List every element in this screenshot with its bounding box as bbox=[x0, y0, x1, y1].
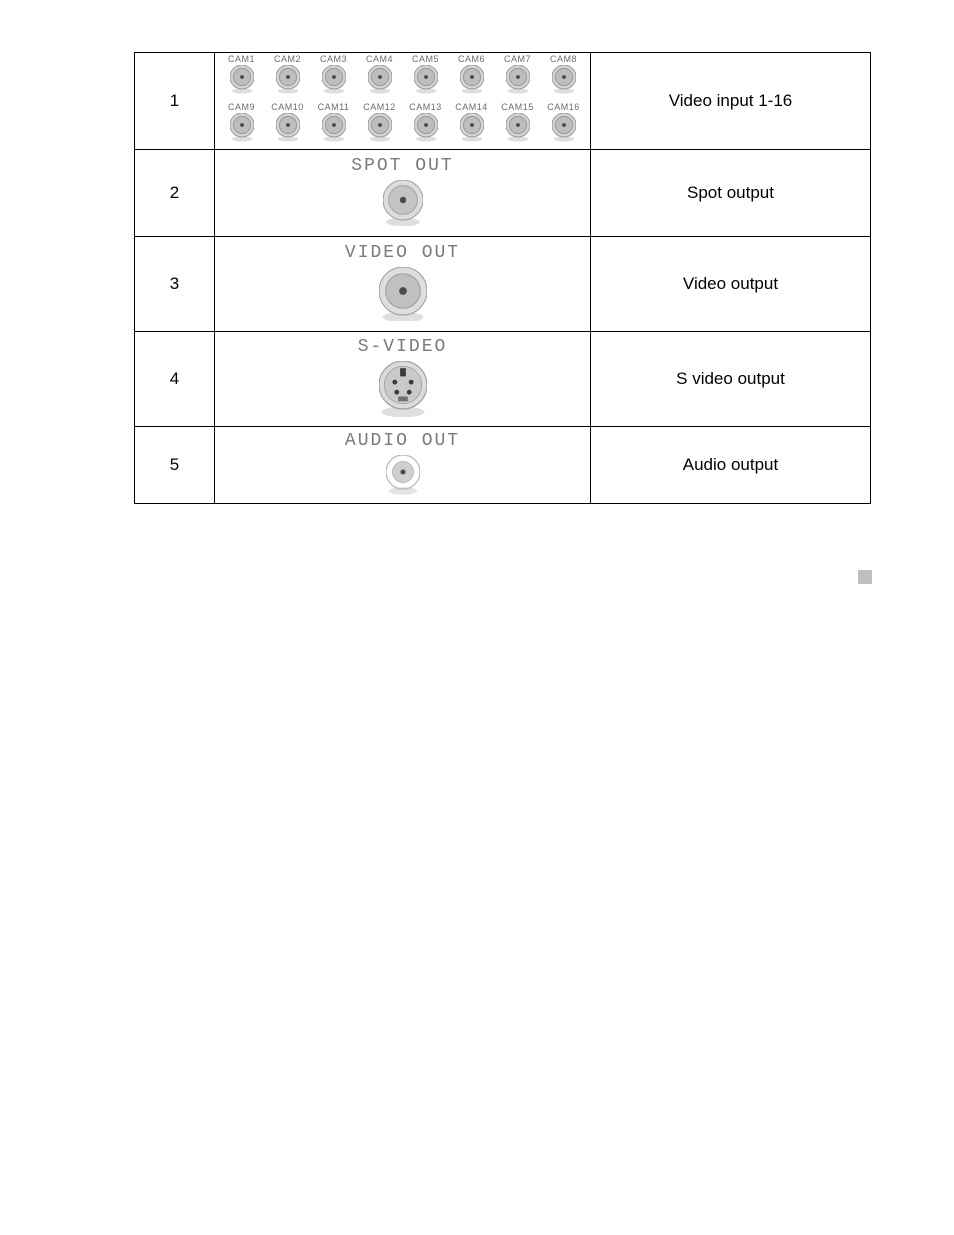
cam-label: CAM9 bbox=[228, 102, 255, 112]
connector-table: 1 CAM1 CAM2 CAM3 CAM4 CAM5 CAM6 CAM7 bbox=[134, 52, 871, 504]
bnc-grid-row: CAM9 CAM10 CAM11 CAM12 CAM13 CAM14 CAM15… bbox=[227, 102, 579, 148]
row-number: 2 bbox=[135, 150, 215, 237]
graphic-title: VIDEO OUT bbox=[345, 243, 460, 263]
cam-label: CAM15 bbox=[501, 102, 534, 112]
bnc-grid-cell: CAM6 bbox=[457, 54, 487, 100]
bnc-connector-icon bbox=[276, 65, 300, 100]
row-graphic: AUDIO OUT bbox=[215, 427, 591, 504]
bnc-grid-cell: CAM9 bbox=[227, 102, 257, 148]
row-number: 5 bbox=[135, 427, 215, 504]
bnc-grid: CAM1 CAM2 CAM3 CAM4 CAM5 CAM6 CAM7 CAM8 bbox=[215, 54, 590, 148]
s-video-connector-icon bbox=[379, 361, 427, 422]
bnc-connector-icon bbox=[322, 65, 346, 100]
bnc-grid-cell: CAM4 bbox=[365, 54, 395, 100]
rca-connector-icon bbox=[386, 455, 420, 500]
table-row: 2 SPOT OUT Spot output bbox=[135, 150, 871, 237]
bnc-grid-cell: CAM16 bbox=[549, 102, 579, 148]
bnc-connector-icon bbox=[460, 65, 484, 100]
row-number: 1 bbox=[135, 53, 215, 150]
decorative-square bbox=[858, 570, 872, 584]
bnc-grid-row: CAM1 CAM2 CAM3 CAM4 CAM5 CAM6 CAM7 CAM8 bbox=[227, 54, 579, 100]
row-description-text: Video input 1-16 bbox=[669, 91, 793, 110]
bnc-connector-icon bbox=[552, 65, 576, 100]
bnc-grid-cell: CAM5 bbox=[411, 54, 441, 100]
single-connector: AUDIO OUT bbox=[215, 431, 590, 500]
table-row: 4 S-VIDEO S video output bbox=[135, 332, 871, 427]
bnc-grid-cell: CAM12 bbox=[365, 102, 395, 148]
cam-label: CAM13 bbox=[409, 102, 442, 112]
table-row: 1 CAM1 CAM2 CAM3 CAM4 CAM5 CAM6 CAM7 bbox=[135, 53, 871, 150]
cam-label: CAM10 bbox=[271, 102, 304, 112]
bnc-connector-icon bbox=[379, 267, 427, 326]
row-description: Audio output bbox=[591, 427, 871, 504]
row-number: 4 bbox=[135, 332, 215, 427]
bnc-connector-icon bbox=[276, 113, 300, 148]
page: 1 CAM1 CAM2 CAM3 CAM4 CAM5 CAM6 CAM7 bbox=[0, 0, 954, 1235]
bnc-grid-cell: CAM15 bbox=[503, 102, 533, 148]
cam-label: CAM12 bbox=[363, 102, 396, 112]
bnc-connector-icon bbox=[506, 113, 530, 148]
row-number: 3 bbox=[135, 237, 215, 332]
cam-label: CAM5 bbox=[412, 54, 439, 64]
cam-label: CAM6 bbox=[458, 54, 485, 64]
bnc-grid-cell: CAM2 bbox=[273, 54, 303, 100]
cam-label: CAM2 bbox=[274, 54, 301, 64]
row-description: S video output bbox=[591, 332, 871, 427]
row-description: Video input 1-16 bbox=[591, 53, 871, 150]
bnc-grid-cell: CAM8 bbox=[549, 54, 579, 100]
bnc-connector-icon bbox=[322, 113, 346, 148]
cam-label: CAM11 bbox=[318, 102, 350, 112]
bnc-connector-icon bbox=[552, 113, 576, 148]
cam-label: CAM3 bbox=[320, 54, 347, 64]
row-graphic: CAM1 CAM2 CAM3 CAM4 CAM5 CAM6 CAM7 CAM8 bbox=[215, 53, 591, 150]
row-description-text: Spot output bbox=[687, 183, 774, 202]
single-connector: SPOT OUT bbox=[215, 156, 590, 231]
bnc-grid-cell: CAM1 bbox=[227, 54, 257, 100]
row-description-text: Video output bbox=[683, 274, 778, 293]
bnc-connector-icon bbox=[368, 113, 392, 148]
row-description: Video output bbox=[591, 237, 871, 332]
row-description: Spot output bbox=[591, 150, 871, 237]
table-row: 3 VIDEO OUT Video output bbox=[135, 237, 871, 332]
row-number-text: 2 bbox=[170, 183, 179, 202]
bnc-grid-cell: CAM11 bbox=[319, 102, 349, 148]
single-connector: S-VIDEO bbox=[215, 337, 590, 422]
row-description-text: Audio output bbox=[683, 455, 778, 474]
cam-label: CAM1 bbox=[228, 54, 255, 64]
bnc-connector-icon bbox=[383, 180, 423, 231]
cam-label: CAM14 bbox=[455, 102, 488, 112]
bnc-grid-cell: CAM3 bbox=[319, 54, 349, 100]
row-number-text: 5 bbox=[170, 455, 179, 474]
row-number-text: 4 bbox=[170, 369, 179, 388]
bnc-grid-cell: CAM10 bbox=[273, 102, 303, 148]
cam-label: CAM7 bbox=[504, 54, 531, 64]
bnc-connector-icon bbox=[506, 65, 530, 100]
graphic-title: S-VIDEO bbox=[358, 337, 448, 357]
cam-label: CAM16 bbox=[547, 102, 580, 112]
bnc-connector-icon bbox=[414, 65, 438, 100]
table-row: 5 AUDIO OUT Audio output bbox=[135, 427, 871, 504]
cam-label: CAM4 bbox=[366, 54, 393, 64]
row-number-text: 1 bbox=[170, 91, 179, 110]
bnc-grid-cell: CAM14 bbox=[457, 102, 487, 148]
bnc-connector-icon bbox=[414, 113, 438, 148]
bnc-grid-cell: CAM13 bbox=[411, 102, 441, 148]
row-number-text: 3 bbox=[170, 274, 179, 293]
graphic-title: AUDIO OUT bbox=[345, 431, 460, 451]
single-connector: VIDEO OUT bbox=[215, 243, 590, 326]
row-graphic: S-VIDEO bbox=[215, 332, 591, 427]
bnc-connector-icon bbox=[230, 113, 254, 148]
row-graphic: SPOT OUT bbox=[215, 150, 591, 237]
bnc-connector-icon bbox=[230, 65, 254, 100]
cam-label: CAM8 bbox=[550, 54, 577, 64]
bnc-connector-icon bbox=[368, 65, 392, 100]
row-description-text: S video output bbox=[676, 369, 785, 388]
bnc-connector-icon bbox=[460, 113, 484, 148]
bnc-grid-cell: CAM7 bbox=[503, 54, 533, 100]
graphic-title: SPOT OUT bbox=[351, 156, 453, 176]
row-graphic: VIDEO OUT bbox=[215, 237, 591, 332]
